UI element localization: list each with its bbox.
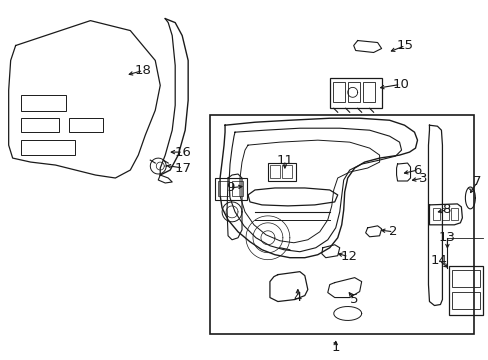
Bar (347, 82, 359, 102)
Bar (332, 82, 344, 102)
Bar (362, 82, 374, 102)
Bar (232, 181, 243, 196)
Text: 3: 3 (418, 171, 427, 185)
Bar (20, 140, 75, 155)
Text: 10: 10 (391, 78, 408, 91)
Text: 6: 6 (412, 163, 421, 176)
Bar (267, 163, 295, 181)
Text: 11: 11 (276, 154, 293, 167)
Text: 18: 18 (135, 64, 151, 77)
Bar (20, 95, 65, 111)
Text: 15: 15 (396, 39, 413, 52)
Text: 12: 12 (340, 250, 356, 263)
Bar (442, 208, 448, 220)
Text: 5: 5 (350, 293, 358, 306)
Bar (432, 208, 440, 220)
Bar (210, 115, 473, 334)
Bar (218, 181, 228, 196)
Text: 14: 14 (430, 254, 447, 267)
Text: 17: 17 (174, 162, 191, 175)
Text: 7: 7 (472, 175, 481, 189)
Bar (281, 165, 291, 178)
Bar (329, 78, 381, 108)
Text: 9: 9 (225, 181, 234, 194)
Text: 13: 13 (438, 231, 455, 244)
Bar (20, 118, 59, 132)
Text: 4: 4 (293, 291, 302, 304)
Bar (215, 178, 246, 200)
Bar (269, 165, 279, 178)
Bar (68, 118, 103, 132)
Text: 2: 2 (388, 225, 397, 238)
Text: 8: 8 (441, 203, 449, 216)
Bar (451, 292, 479, 309)
Bar (451, 270, 479, 287)
Bar (448, 266, 482, 315)
Text: 1: 1 (331, 341, 339, 354)
Bar (450, 208, 457, 220)
Text: 16: 16 (174, 145, 191, 159)
